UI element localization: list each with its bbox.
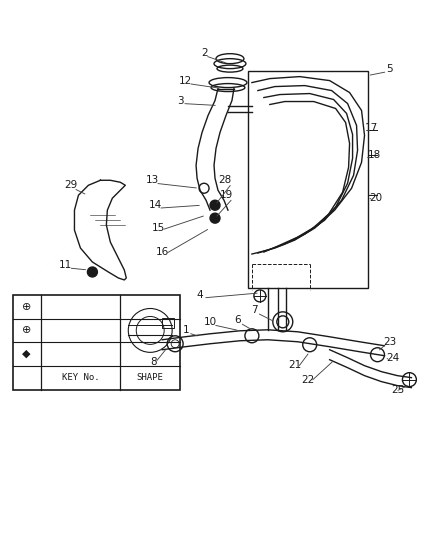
Text: 21: 21 <box>288 360 301 370</box>
Text: 28: 28 <box>219 175 232 185</box>
Bar <box>13 295 180 390</box>
Text: 29: 29 <box>64 180 77 190</box>
Text: 19: 19 <box>219 190 233 200</box>
Text: 14: 14 <box>148 200 162 210</box>
Text: 15: 15 <box>152 223 165 233</box>
Text: ⊕: ⊕ <box>22 326 31 335</box>
Text: 3: 3 <box>177 95 184 106</box>
Circle shape <box>88 267 97 277</box>
Text: 22: 22 <box>301 375 314 385</box>
Text: 10: 10 <box>204 317 217 327</box>
Text: 8: 8 <box>150 357 156 367</box>
Text: 2: 2 <box>202 47 208 58</box>
Circle shape <box>210 200 220 210</box>
Text: 12: 12 <box>178 76 192 86</box>
Text: KEY No.: KEY No. <box>62 373 99 382</box>
Text: 16: 16 <box>155 247 169 257</box>
Text: SHAPE: SHAPE <box>137 373 164 382</box>
Text: 23: 23 <box>383 337 396 347</box>
Text: 11: 11 <box>59 260 72 270</box>
Text: 25: 25 <box>391 385 404 394</box>
Bar <box>248 71 367 288</box>
Bar <box>162 318 174 328</box>
Text: 4: 4 <box>197 290 203 300</box>
Text: 20: 20 <box>369 193 382 203</box>
Text: 5: 5 <box>386 63 393 74</box>
Text: ◆: ◆ <box>22 349 31 359</box>
Text: 6: 6 <box>235 315 241 325</box>
Text: 24: 24 <box>386 353 399 363</box>
Text: 7: 7 <box>251 305 258 315</box>
Text: 13: 13 <box>145 175 159 185</box>
Text: 1: 1 <box>183 325 189 335</box>
Text: 18: 18 <box>368 150 381 160</box>
Circle shape <box>210 213 220 223</box>
Text: 17: 17 <box>365 124 378 133</box>
Text: ⊕: ⊕ <box>22 302 31 312</box>
